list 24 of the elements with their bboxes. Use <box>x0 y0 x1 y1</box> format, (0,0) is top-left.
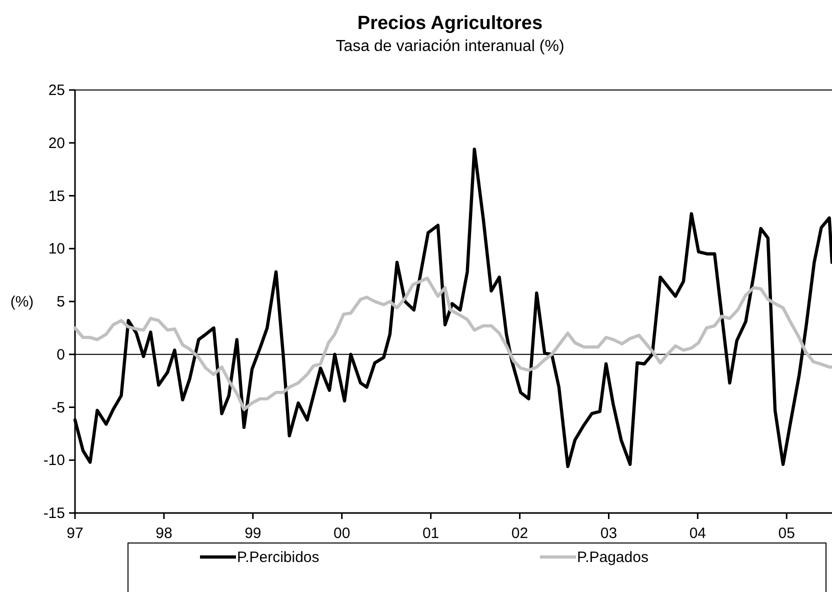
x-tick-label: 01 <box>422 525 440 542</box>
chart-title: Precios Agricultores <box>357 13 543 34</box>
y-tick-label: 0 <box>56 346 65 364</box>
x-tick-label: 99 <box>244 525 262 542</box>
y-tick-label: -15 <box>43 505 65 522</box>
y-tick-label: 25 <box>48 82 65 99</box>
y-tick-label: -10 <box>43 452 65 470</box>
legend-label: P.Pagados <box>577 549 648 566</box>
line-series <box>73 276 832 411</box>
x-tick-label: 00 <box>334 525 350 542</box>
y-tick-label: 10 <box>48 240 65 258</box>
y-axis-title: (%) <box>10 294 34 310</box>
y-tick-label: 20 <box>48 134 65 152</box>
x-tick-label: 03 <box>600 525 618 542</box>
y-tick-label: -5 <box>52 399 65 416</box>
x-tick-label: 04 <box>689 525 706 542</box>
y-tick-label: 5 <box>56 294 65 310</box>
legend-label: P.Percibidos <box>237 549 320 566</box>
x-tick-label: 97 <box>66 525 84 542</box>
x-tick-label: 05 <box>778 525 795 542</box>
y-tick-label: 15 <box>48 188 65 205</box>
x-tick-label: 98 <box>156 525 172 542</box>
chart-subtitle: Tasa de variación interanual (%) <box>336 38 564 55</box>
x-tick-label: 02 <box>511 525 528 542</box>
